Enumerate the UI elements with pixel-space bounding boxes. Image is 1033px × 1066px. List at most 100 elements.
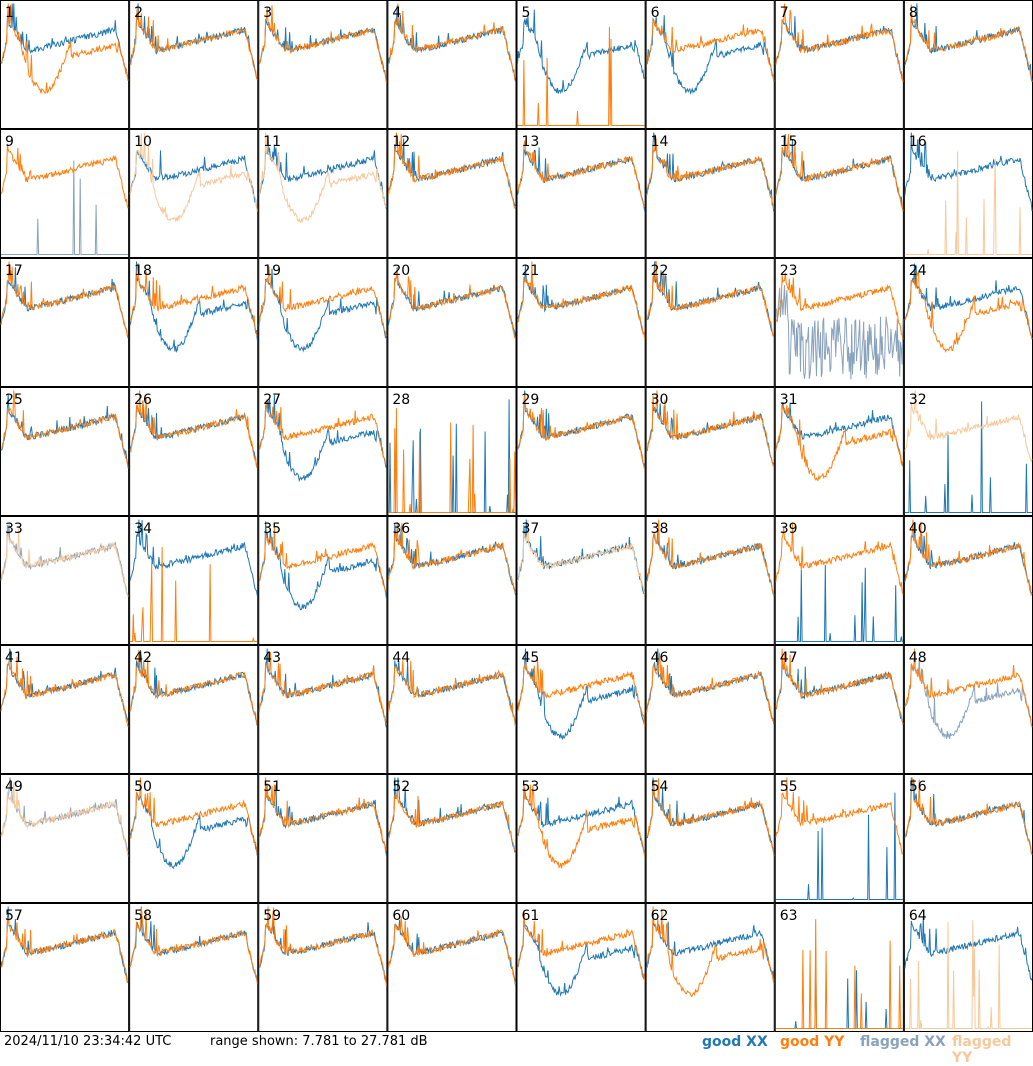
series-yy-39 xyxy=(775,522,904,595)
antenna-panel-7: 7 xyxy=(774,0,904,129)
series-xx-8 xyxy=(904,3,1033,82)
panel-label: 23 xyxy=(780,263,798,279)
series-yy-32 xyxy=(904,390,1033,463)
series-yy-52 xyxy=(388,792,516,852)
panel-label: 62 xyxy=(651,908,669,924)
panel-frame xyxy=(774,645,904,774)
panel-label: 10 xyxy=(134,134,152,150)
antenna-panel-63: 63 xyxy=(774,903,904,1032)
antenna-panel-23: 23 xyxy=(774,258,904,387)
series-xx-23 xyxy=(775,285,904,380)
series-yy-13 xyxy=(517,140,646,207)
panel-label: 29 xyxy=(522,392,540,408)
panel-frame xyxy=(387,129,517,258)
antenna-panel-43: 43 xyxy=(258,645,388,774)
panel-frame xyxy=(516,516,646,645)
panel-frame xyxy=(0,258,130,387)
panel-frame xyxy=(645,258,775,387)
antenna-panel-38: 38 xyxy=(645,516,775,645)
panel-label: 13 xyxy=(522,134,540,150)
panel-label: 59 xyxy=(263,908,281,924)
series-xx-45 xyxy=(517,648,646,741)
series-xx-10 xyxy=(129,149,258,210)
antenna-panel-56: 56 xyxy=(903,774,1033,903)
panel-frame xyxy=(129,774,259,903)
antenna-panel-13: 13 xyxy=(516,129,646,258)
antenna-panel-19: 19 xyxy=(258,258,388,387)
panel-label: 49 xyxy=(5,779,23,795)
series-yy-12 xyxy=(387,132,516,209)
series-yy-40 xyxy=(904,519,1033,597)
panel-label: 27 xyxy=(263,392,281,408)
panel-label: 57 xyxy=(5,908,23,924)
panel-frame xyxy=(129,0,259,129)
antenna-panel-50: 50 xyxy=(129,774,259,903)
series-yy-60 xyxy=(387,916,516,985)
panel-label: 31 xyxy=(780,392,798,408)
antenna-panel-4: 4 xyxy=(387,0,517,129)
panel-label: 58 xyxy=(134,908,152,924)
series-xx-5 xyxy=(517,9,645,95)
antenna-panel-46: 46 xyxy=(645,645,775,774)
series-yy-6 xyxy=(646,18,775,83)
panel-frame xyxy=(0,516,130,645)
panel-frame xyxy=(0,903,130,1032)
series-xx-6 xyxy=(646,15,775,95)
series-yy-26 xyxy=(129,390,258,469)
series-yy-37 xyxy=(517,519,646,594)
antenna-panel-31: 31 xyxy=(774,387,904,516)
panel-frame xyxy=(0,129,130,258)
series-xx-1 xyxy=(0,3,129,77)
antenna-panel-16: 16 xyxy=(903,129,1033,258)
panel-frame xyxy=(645,129,775,258)
antenna-panel-42: 42 xyxy=(129,645,259,774)
panel-label: 28 xyxy=(392,392,410,408)
series-yy-27 xyxy=(258,399,387,465)
series-yy-18 xyxy=(129,263,258,337)
antenna-panel-48: 48 xyxy=(903,645,1033,774)
panel-label: 18 xyxy=(134,263,152,279)
panel-label: 47 xyxy=(780,650,798,666)
panel-frame xyxy=(516,387,646,516)
antenna-panel-29: 29 xyxy=(516,387,646,516)
legend-good-yy: good YY xyxy=(780,1034,845,1050)
series-yy-3 xyxy=(258,5,387,83)
series-yy-24 xyxy=(904,271,1033,353)
legend-flagged-xx: flagged XX xyxy=(860,1034,946,1050)
series-yy-16 xyxy=(904,151,1032,255)
panel-label: 22 xyxy=(651,263,669,279)
panel-label: 24 xyxy=(909,263,927,279)
series-yy-42 xyxy=(129,649,258,725)
antenna-panel-44: 44 xyxy=(387,645,517,774)
series-yy-28 xyxy=(388,408,516,515)
series-yy-43 xyxy=(258,652,387,725)
series-xx-9 xyxy=(1,160,129,255)
series-xx-18 xyxy=(129,261,258,353)
series-yy-49 xyxy=(0,781,129,857)
panel-label: 40 xyxy=(909,521,927,537)
series-yy-30 xyxy=(646,390,775,467)
series-yy-54 xyxy=(646,778,775,857)
antenna-panel-58: 58 xyxy=(129,903,259,1032)
panel-frame xyxy=(774,903,904,1032)
footer-bar: 2024/11/10 23:34:42 UTC range shown: 7.7… xyxy=(0,1032,1033,1066)
series-xx-24 xyxy=(904,263,1033,340)
series-xx-34 xyxy=(129,519,258,596)
panel-frame xyxy=(903,387,1033,516)
panel-frame xyxy=(903,0,1033,129)
panel-label: 30 xyxy=(651,392,669,408)
series-yy-41 xyxy=(0,656,129,728)
antenna-panel-53: 53 xyxy=(516,774,646,903)
series-yy-48 xyxy=(904,648,1033,726)
timestamp: 2024/11/10 23:34:42 UTC xyxy=(4,1034,172,1049)
antenna-panel-25: 25 xyxy=(0,387,130,516)
panel-frame xyxy=(645,516,775,645)
antenna-panel-30: 30 xyxy=(645,387,775,516)
series-yy-46 xyxy=(646,652,775,723)
panel-label: 16 xyxy=(909,134,927,150)
panel-frame xyxy=(903,774,1033,903)
panel-label: 52 xyxy=(392,779,410,795)
antenna-panel-37: 37 xyxy=(516,516,646,645)
series-yy-44 xyxy=(387,660,516,727)
